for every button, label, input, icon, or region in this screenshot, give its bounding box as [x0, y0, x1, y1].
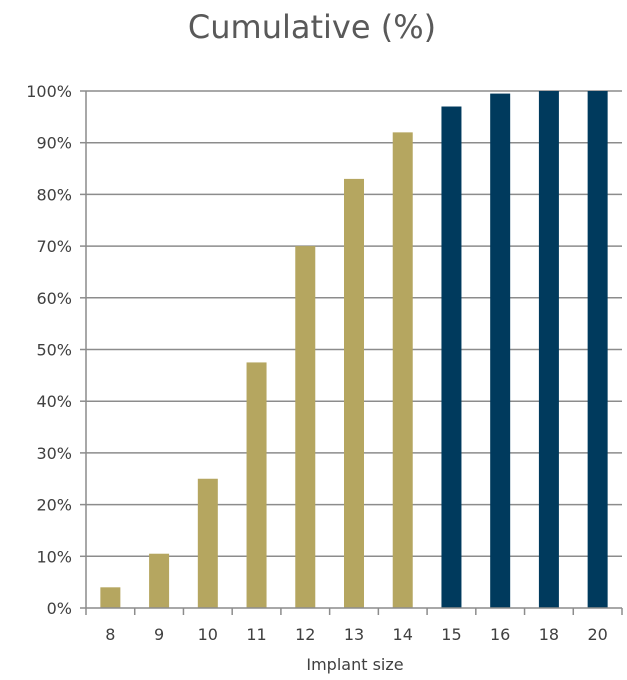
chart-title: Cumulative (%): [188, 8, 436, 46]
x-tick-label: 13: [344, 625, 364, 644]
y-tick-label: 90%: [36, 134, 72, 153]
bar: [197, 478, 218, 608]
x-tick-label: 9: [154, 625, 164, 644]
x-tick-label: 12: [295, 625, 315, 644]
y-tick-label: 20%: [36, 496, 72, 515]
y-tick-label: 30%: [36, 444, 72, 463]
y-tick-label: 10%: [36, 547, 72, 566]
bars: [100, 91, 608, 609]
bar: [295, 246, 316, 608]
y-tick-label: 80%: [36, 185, 72, 204]
x-tick-label: 18: [539, 625, 559, 644]
bar: [149, 553, 170, 608]
bar: [441, 106, 462, 608]
x-tick-label: 10: [198, 625, 218, 644]
y-tick-label: 50%: [36, 341, 72, 360]
y-tick-label: 60%: [36, 289, 72, 308]
y-tick-label: 70%: [36, 237, 72, 256]
bar: [344, 178, 364, 608]
y-tick-label: 0%: [47, 599, 72, 618]
bar: [490, 93, 511, 608]
y-tick-labels: 0% 10% 20% 30% 40% 50% 60% 70% 80% 90% 100%: [26, 82, 72, 618]
x-tick-label: 20: [587, 625, 607, 644]
x-tick-label: 16: [490, 625, 510, 644]
x-tick-labels: 8 9 10 11 12 13 14 15 16 18 20: [105, 625, 608, 644]
axes: [80, 90, 623, 615]
bar: [100, 587, 121, 608]
bar: [587, 91, 608, 608]
x-tick-label: 8: [105, 625, 115, 644]
x-axis-label: Implant size: [306, 655, 403, 674]
bar: [538, 91, 559, 608]
y-tick-label: 100%: [26, 82, 72, 101]
bar: [392, 132, 413, 609]
y-tick-label: 40%: [36, 392, 72, 411]
bar: [246, 362, 267, 608]
x-tick-label: 11: [246, 625, 266, 644]
x-tick-label: 14: [393, 625, 413, 644]
x-tick-label: 15: [441, 625, 461, 644]
